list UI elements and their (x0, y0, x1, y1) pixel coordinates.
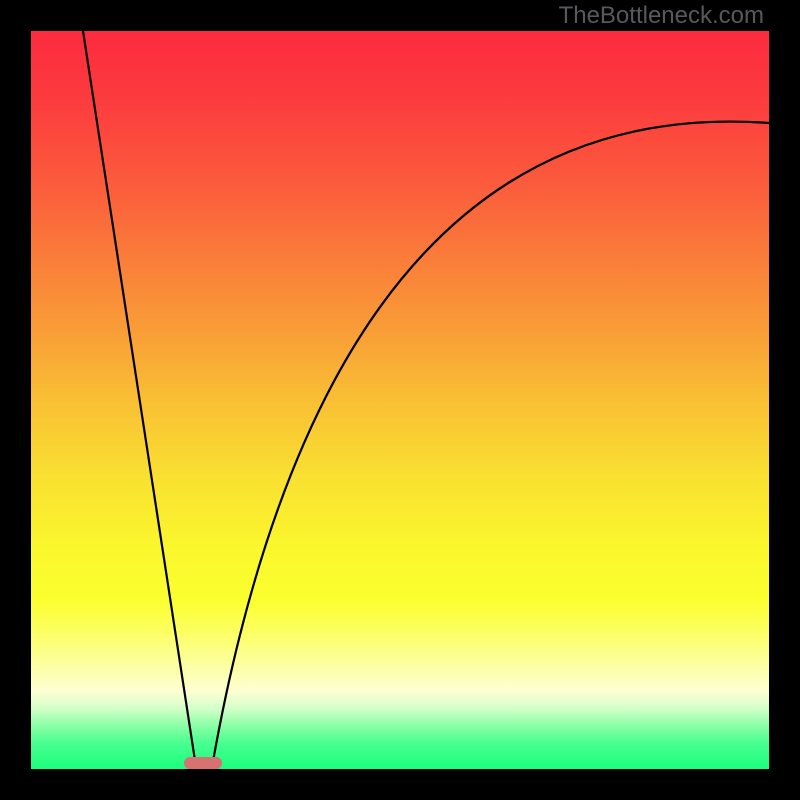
plot-svg (31, 31, 769, 769)
frame-left (0, 0, 31, 800)
frame-right (769, 0, 800, 800)
watermark-text: TheBottleneck.com (559, 2, 764, 30)
frame-bottom (0, 769, 800, 800)
plot-area (31, 31, 769, 769)
gradient-background (31, 31, 769, 769)
